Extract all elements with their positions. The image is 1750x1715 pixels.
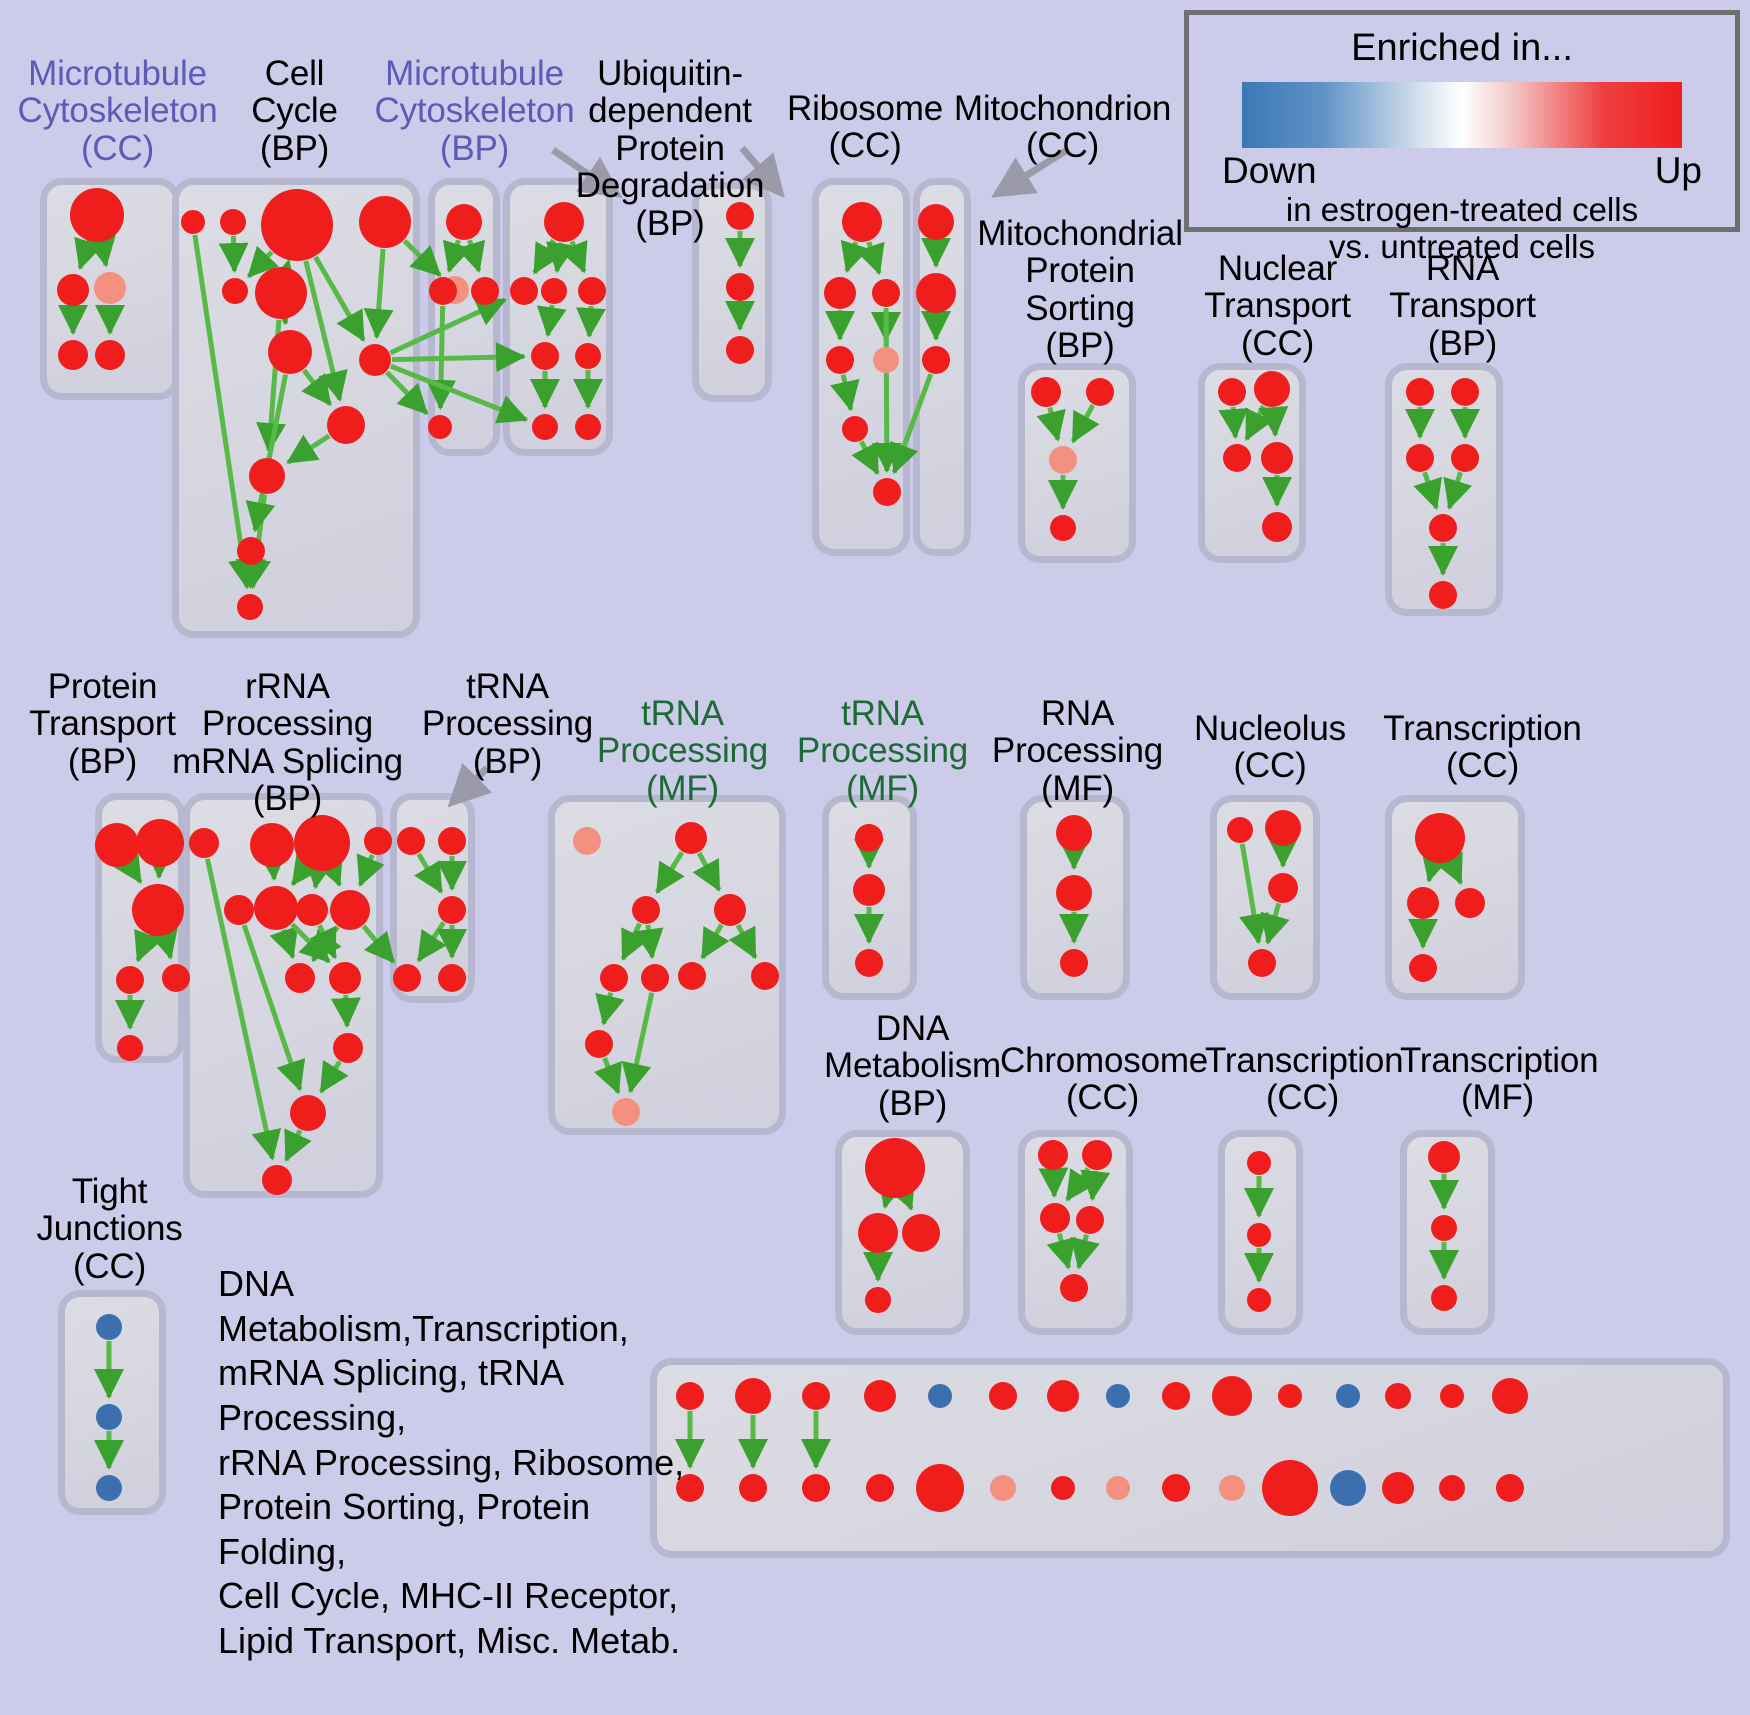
legend-low-label: Down (1222, 150, 1317, 191)
label-trna-processing-mf-2: tRNA Processing (MF) (796, 694, 969, 808)
label-ubiquitin-dependent-protein-degradation-bp: Ubiquitin- dependent Protein Degradation… (575, 54, 765, 243)
cluster-rna-processing-mf (1020, 795, 1130, 1000)
label-rrna-processing-mrna-splicing-bp: rRNA Processing mRNA Splicing (BP) (172, 667, 403, 819)
cluster-microtubule-bp (428, 178, 500, 456)
legend-gradient-bar (1242, 82, 1682, 148)
label-microtubule-cytoskeleton-bp: Microtubule Cytoskeleton (BP) (374, 54, 575, 168)
cluster-trna-bp (390, 793, 475, 1003)
label-trna-processing-mf-1: tRNA Processing (MF) (596, 694, 769, 808)
cluster-protein-transport (95, 793, 185, 1063)
cluster-misc-wide (650, 1358, 1730, 1558)
misc-category-list: DNA Metabolism,Transcription, mRNA Splic… (218, 1263, 685, 1661)
label-cell-cycle-bp: Cell Cycle (BP) (251, 54, 338, 168)
legend-high-label: Up (1654, 150, 1702, 191)
label-protein-transport-bp: Protein Transport (BP) (29, 667, 176, 781)
cluster-mito-protein-sorting (1018, 363, 1136, 563)
cluster-tight-junctions (58, 1290, 166, 1515)
cluster-trna-mf-1 (548, 795, 786, 1135)
label-ribosome-cc: Ribosome (CC) (787, 89, 943, 166)
legend-subtitle-line1: in estrogen-treated cells (1285, 191, 1639, 228)
label-rna-processing-mf: RNA Processing (MF) (991, 694, 1164, 808)
cluster-rrna-mrna (183, 793, 383, 1198)
cluster-rna-transport (1385, 363, 1503, 616)
cluster-transcription-cc-upper (1385, 795, 1525, 1000)
label-transcription-mf: Transcription (MF) (1400, 1041, 1599, 1118)
cluster-chromosome (1018, 1130, 1133, 1335)
label-tight-junctions-cc: Tight Junctions (CC) (36, 1172, 183, 1286)
legend-panel: Enriched in... Down Up in estrogen-treat… (1184, 10, 1740, 265)
cluster-transcription-cc-lower (1218, 1130, 1303, 1335)
cluster-cell-cycle (172, 178, 420, 638)
label-transcription-cc-lower: Transcription (CC) (1205, 1041, 1404, 1118)
label-rna-transport-bp: RNA Transport (BP) (1389, 249, 1536, 363)
label-trna-processing-bp: tRNA Processing (BP) (421, 667, 594, 781)
cluster-trna-mf-2 (822, 795, 917, 1000)
label-transcription-cc-upper: Transcription (CC) (1383, 709, 1582, 786)
cluster-mitochondrion (913, 178, 971, 556)
label-chromosome-cc: Chromosome (CC) (1000, 1041, 1209, 1118)
label-mitochondrion-cc: Mitochondrion (CC) (953, 89, 1172, 166)
label-mitochondrial-protein-sorting-bp: Mitochondrial Protein Sorting (BP) (977, 214, 1183, 366)
label-dna-metabolism-bp: DNA Metabolism (BP) (824, 1009, 1001, 1123)
legend-title: Enriched in... (1351, 27, 1573, 69)
cluster-dna-metabolism (835, 1130, 970, 1335)
cluster-microtubule-cc (40, 178, 180, 400)
cluster-nuclear-transport (1198, 363, 1306, 563)
legend-subtitle-line2: vs. untreated cells (1329, 227, 1595, 265)
cluster-ribosome (812, 178, 910, 556)
label-microtubule-cytoskeleton-cc: Microtubule Cytoskeleton (CC) (17, 54, 218, 168)
label-nuclear-transport-cc: Nuclear Transport (CC) (1204, 249, 1351, 363)
label-nucleolus-cc: Nucleolus (CC) (1194, 709, 1346, 786)
cluster-nucleolus (1210, 795, 1320, 1000)
cluster-transcription-mf (1400, 1130, 1495, 1335)
